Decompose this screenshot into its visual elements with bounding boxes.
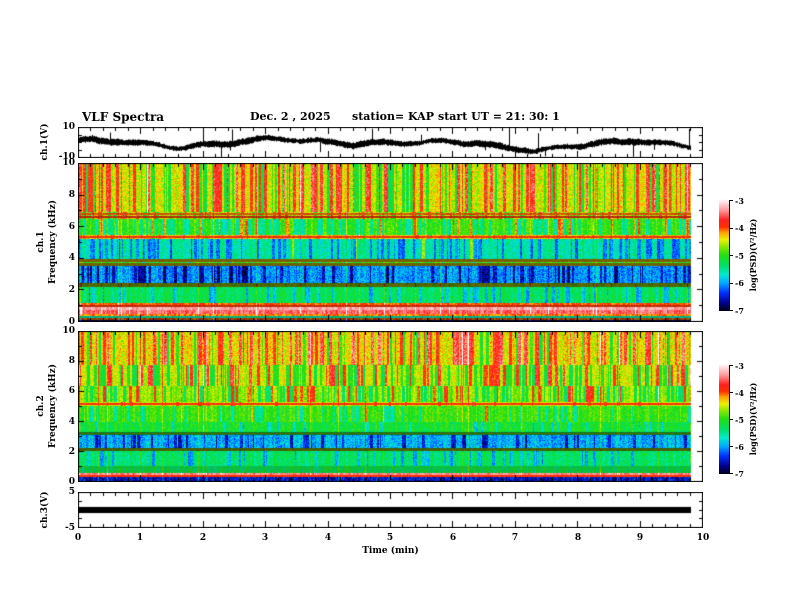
spec2-ytick: 2 xyxy=(68,447,75,457)
spec2-ytick: 10 xyxy=(62,326,75,336)
x-tick: 1 xyxy=(136,533,144,543)
x-axis-title: Time (min) xyxy=(362,546,419,556)
spec1-ytick: 4 xyxy=(68,253,75,263)
spec1-channel-title: ch.1 xyxy=(36,231,46,253)
spec2-ytick: 0 xyxy=(68,477,75,487)
colorbar-tick xyxy=(729,310,733,311)
ch3-ytick-max: 5 xyxy=(68,487,75,497)
spec2-ytick: 8 xyxy=(68,356,75,366)
ch1-waveform-plot xyxy=(78,127,703,158)
colorbar-tick xyxy=(729,473,733,474)
x-tick: 9 xyxy=(636,533,644,543)
x-tick: 7 xyxy=(511,533,519,543)
spec1-ytick: 2 xyxy=(68,285,75,295)
x-tick: 10 xyxy=(696,533,710,543)
colorbar-tick xyxy=(729,365,733,366)
ch1-wave-ytick-min: -10 xyxy=(58,152,75,162)
x-tick: 0 xyxy=(74,533,82,543)
colorbar1-tick-label: -4 xyxy=(735,223,744,233)
colorbar2-tick-label: -3 xyxy=(735,361,744,371)
spec1-ytick: 8 xyxy=(68,190,75,200)
colorbar-tick xyxy=(729,228,733,229)
start-ut-label: start UT = 21: 30: 1 xyxy=(438,110,560,123)
ch1-spectrogram xyxy=(78,163,703,322)
spec2-channel-title: ch.2 xyxy=(36,395,46,417)
colorbar1-tick-label: -7 xyxy=(735,306,744,316)
ch3-voltage-axis-title: ch.3(V) xyxy=(40,491,50,529)
colorbar1-tick-label: -3 xyxy=(735,196,744,206)
spec1-ytick: 10 xyxy=(62,158,75,168)
ch1-wave-ytick-max: 10 xyxy=(62,122,75,132)
colorbar-tick xyxy=(729,200,733,201)
colorbar-tick xyxy=(729,392,733,393)
colorbar-tick xyxy=(729,283,733,284)
x-tick: 2 xyxy=(199,533,207,543)
x-tick: 6 xyxy=(449,533,457,543)
ch3-ytick-min: -5 xyxy=(65,523,75,533)
ch1-voltage-axis-title: ch.1(V) xyxy=(40,123,50,161)
colorbar-tick xyxy=(729,446,733,447)
colorbar2-tick-label: -4 xyxy=(735,388,744,398)
x-tick: 8 xyxy=(574,533,582,543)
spec1-ytick: 0 xyxy=(68,317,75,327)
colorbar2-tick-label: -7 xyxy=(735,469,744,479)
ch2-spectrogram xyxy=(78,331,703,482)
x-tick: 5 xyxy=(386,533,394,543)
colorbar2-axis-title: log(PSD)(V²/Hz) xyxy=(748,382,758,456)
page-title: VLF Spectra xyxy=(82,110,165,124)
spec1-frequency-title: Frequency (kHz) xyxy=(48,199,58,285)
spec2-ytick: 4 xyxy=(68,417,75,427)
colorbar-tick xyxy=(729,419,733,420)
spec2-ytick: 6 xyxy=(68,386,75,396)
spec2-frequency-title: Frequency (kHz) xyxy=(48,363,58,449)
ch3-voltage-plot xyxy=(78,492,703,528)
date-label: Dec. 2 , 2025 xyxy=(250,110,331,123)
station-label: station= KAP xyxy=(352,110,434,123)
colorbar1-tick-label: -6 xyxy=(735,278,744,288)
x-tick: 3 xyxy=(261,533,269,543)
spec1-ytick: 6 xyxy=(68,222,75,232)
colorbar1-axis-title: log(PSD)(V²/Hz) xyxy=(748,218,758,292)
colorbar2-tick-label: -5 xyxy=(735,415,744,425)
colorbar-tick xyxy=(729,255,733,256)
x-tick: 4 xyxy=(324,533,332,543)
colorbar1-tick-label: -5 xyxy=(735,251,744,261)
colorbar2-tick-label: -6 xyxy=(735,442,744,452)
colorbar-1-gradient xyxy=(719,199,729,311)
colorbar-2-gradient xyxy=(719,364,729,474)
